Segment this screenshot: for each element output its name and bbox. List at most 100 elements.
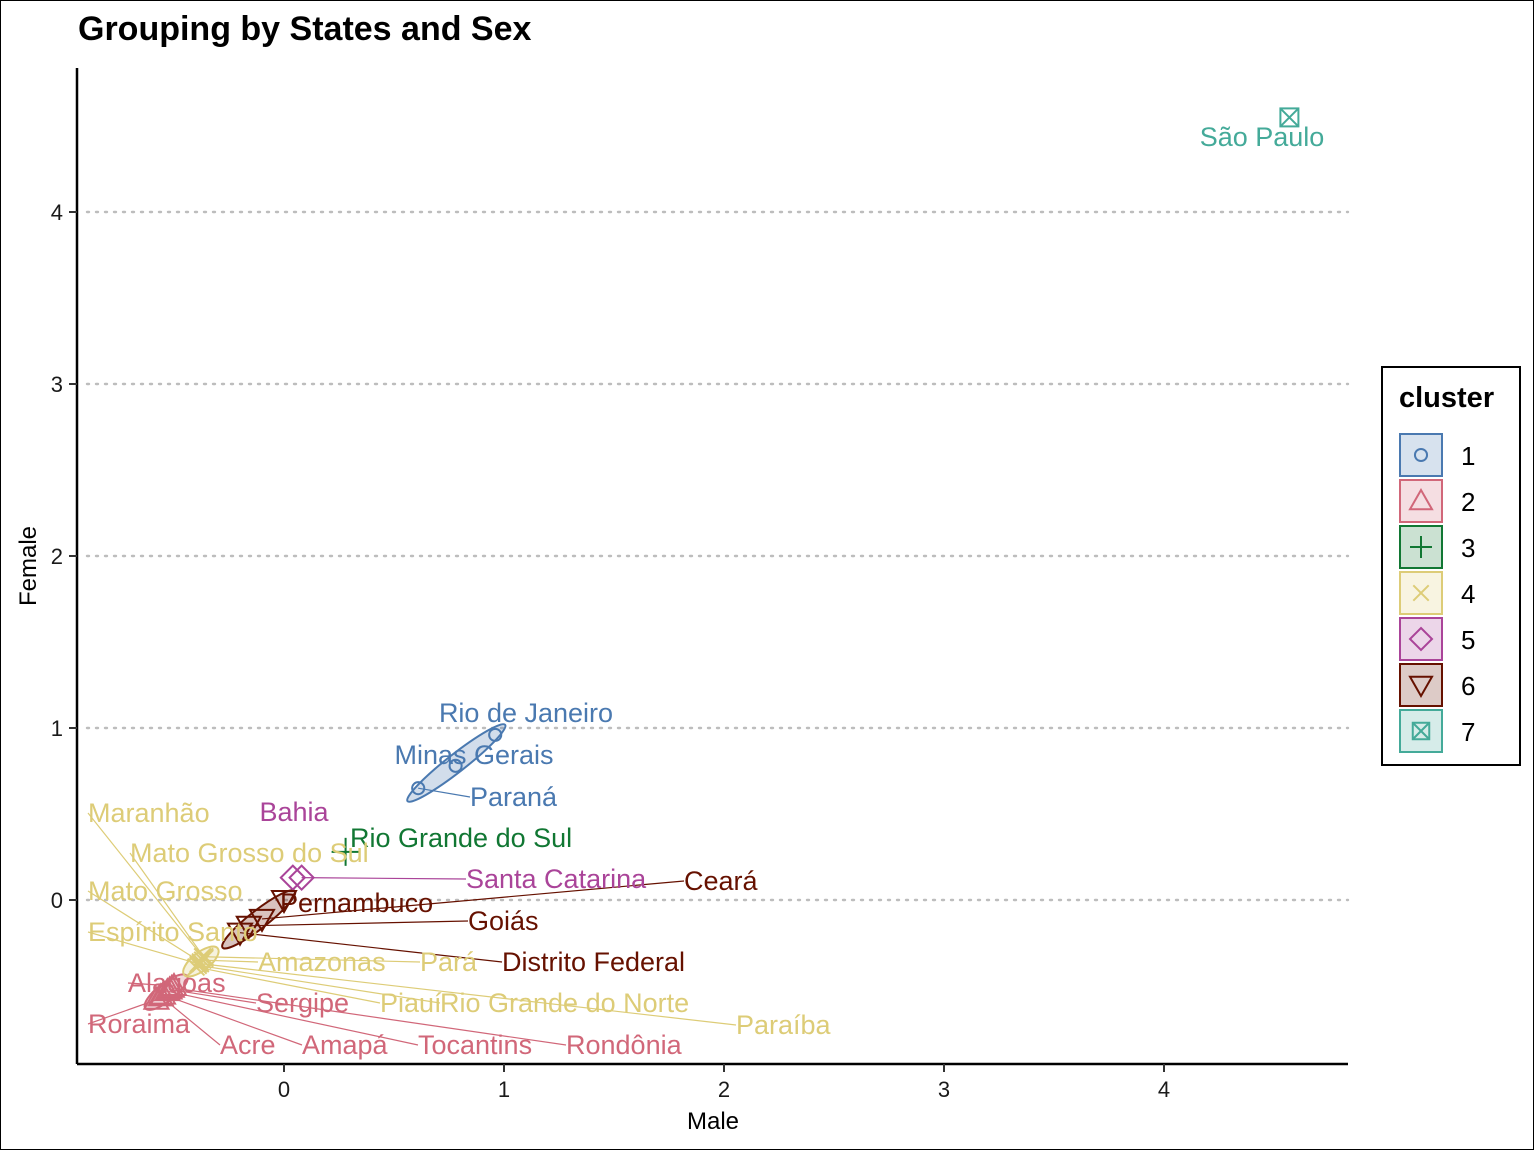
legend-key-3 (1399, 525, 1443, 569)
leader-line-22 (87, 999, 157, 1025)
point-24 (149, 980, 177, 1005)
point-label-23: Acre (220, 1030, 276, 1060)
point-label-13: Mato Grosso (88, 876, 243, 906)
leader-line-17 (195, 966, 381, 1004)
leader-line-19 (200, 963, 737, 1026)
legend-swatch-2 (1399, 479, 1443, 523)
point-label-11: Maranhão (88, 798, 210, 828)
leader-line-25 (167, 990, 419, 1046)
y-axis-ticks: 0 1 2 3 4 (51, 200, 77, 913)
point-label-2: Minas Gerais (394, 740, 553, 770)
point-label-8: Ceará (684, 866, 759, 896)
point-label-15: Amazonas (258, 947, 386, 977)
x-axis-title: Male (687, 1108, 739, 1135)
x-tick-label-4: 4 (1158, 1077, 1170, 1102)
legend-swatch-5 (1399, 617, 1443, 661)
y-tick-label-4: 4 (51, 200, 63, 225)
legend-title: cluster (1399, 382, 1495, 414)
legend-marker-6 (1408, 675, 1434, 699)
cluster-ellipse-1 (406, 723, 507, 803)
point-2 (448, 758, 463, 773)
legend-label-3: 3 (1461, 533, 1476, 563)
legend-marker-2 (1408, 487, 1434, 511)
point-1 (488, 727, 503, 742)
point-label-25: Tocantins (418, 1030, 532, 1060)
point-label-14: Espírito Santo (88, 917, 258, 947)
point-label-21: Sergipe (256, 988, 349, 1018)
leader-line-15 (202, 959, 259, 963)
point-3 (411, 781, 426, 796)
point-label-17: Piauí (380, 988, 442, 1018)
point-label-4: Rio Grande do Sul (350, 823, 572, 853)
legend-key-6 (1399, 663, 1443, 707)
y-tick-label-3: 3 (51, 372, 63, 397)
point-8 (248, 908, 276, 933)
legend-item-3: 3 (1399, 525, 1509, 569)
point-label-6: Santa Catarina (466, 864, 647, 894)
point-label-22: Roraima (88, 1009, 191, 1039)
gridlines (85, 210, 1350, 902)
legend-marker-7 (1411, 721, 1431, 741)
point-9 (235, 915, 263, 940)
legend-marker-3 (1410, 536, 1432, 558)
legend-key-7 (1399, 709, 1443, 753)
legend-marker-4 (1412, 584, 1430, 602)
point-label-10: Distrito Federal (502, 947, 685, 977)
point-label-20: Alagoas (128, 968, 226, 998)
legend-label-1: 1 (1461, 441, 1476, 471)
legend-item-6: 6 (1399, 663, 1509, 707)
y-tick-label-0: 0 (51, 888, 63, 913)
legend-item-5: 5 (1399, 617, 1509, 661)
legend-swatch-1 (1399, 433, 1443, 477)
legend-marker-1 (1413, 447, 1429, 463)
point-label-12: Mato Grosso do Sul (130, 838, 369, 868)
y-axis-title: Female (15, 526, 42, 606)
point-22 (142, 985, 171, 1010)
leader-line-9 (248, 920, 469, 927)
x-tick-label-2: 2 (718, 1077, 730, 1102)
x-tick-label-3: 3 (938, 1077, 950, 1102)
point-label-5: Bahia (259, 797, 329, 827)
legend-marker-5 (1408, 626, 1434, 652)
point-label-24: Amapá (302, 1030, 389, 1060)
legend-key-5 (1399, 617, 1443, 661)
point-label-0: São Paulo (1200, 122, 1325, 152)
legend-item-2: 2 (1399, 479, 1509, 523)
data-points (142, 107, 1300, 1010)
y-tick-label-2: 2 (51, 544, 63, 569)
point-4 (331, 837, 360, 866)
legend-key-4 (1399, 571, 1443, 615)
legend-swatch-6 (1399, 663, 1443, 707)
point-7 (270, 890, 298, 915)
point-0 (1279, 107, 1300, 128)
legend: cluster 1 2 3 4 5 6 7 (1381, 366, 1521, 766)
point-label-26: Rondônia (566, 1030, 683, 1060)
legend-item-7: 7 (1399, 709, 1509, 753)
chart-title: Grouping by States and Sex (78, 10, 532, 48)
point-label-19: Paraíba (736, 1010, 832, 1040)
point-label-7: Pernambuco (280, 888, 433, 918)
leader-line-6 (301, 877, 467, 880)
leader-line-26 (171, 987, 567, 1046)
y-tick-label-1: 1 (51, 716, 63, 741)
point-20 (160, 971, 188, 996)
legend-label-2: 2 (1461, 487, 1476, 517)
point-label-9: Goiás (468, 906, 539, 936)
point-label-18: Rio Grande do Norte (440, 988, 689, 1018)
legend-item-1: 1 (1399, 433, 1509, 477)
leader-line-11 (87, 812, 204, 958)
point-label-16: Pará (420, 947, 478, 977)
leader-line-16 (204, 956, 421, 963)
leader-line-13 (87, 890, 201, 963)
legend-label-4: 4 (1461, 579, 1476, 609)
point-19 (191, 954, 210, 973)
legend-item-4: 4 (1399, 571, 1509, 615)
point-labels: São Paulo Rio de Janeiro Minas Gerais Paran… (88, 122, 1324, 1060)
leader-line-14 (87, 931, 199, 965)
x-axis-ticks: 0 1 2 3 4 (278, 1064, 1170, 1102)
point-5 (279, 864, 307, 892)
legend-swatch-3 (1399, 525, 1443, 569)
point-23 (147, 982, 175, 1007)
point-6 (288, 864, 316, 892)
